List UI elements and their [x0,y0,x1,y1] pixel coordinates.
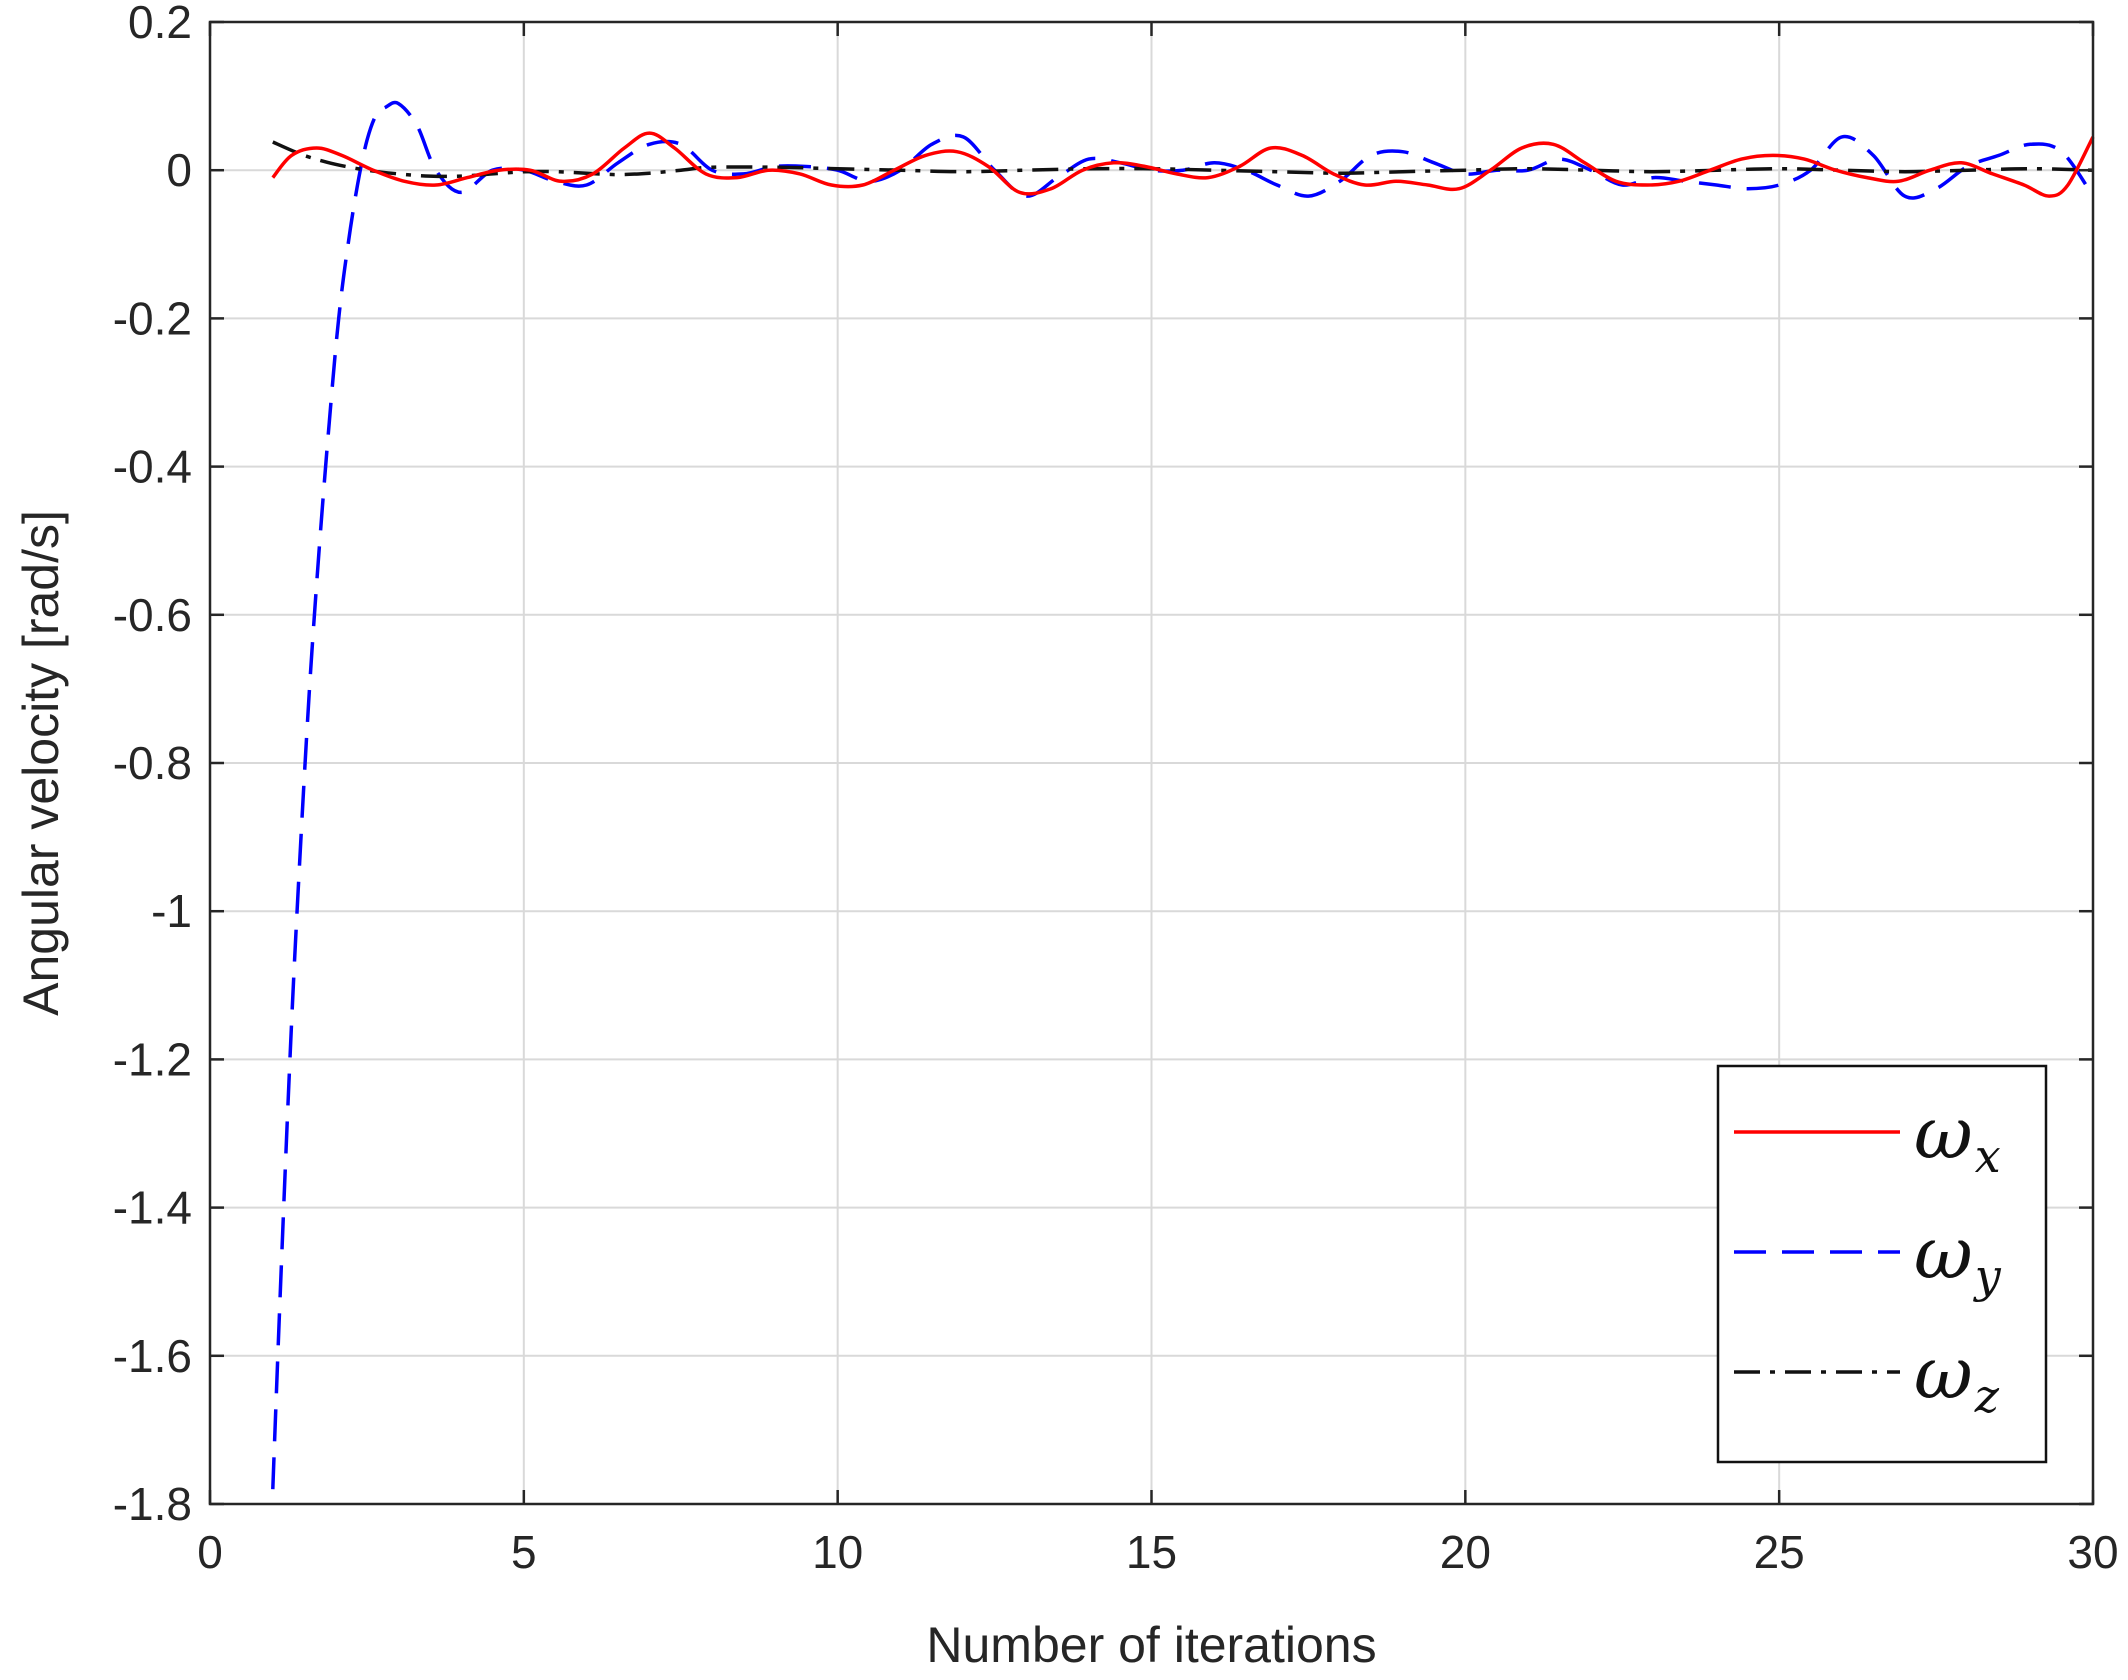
x-tick-label: 5 [511,1526,537,1578]
legend-symbol: ω [1914,1091,1973,1175]
x-tick-label: 10 [812,1526,863,1578]
series-line-y [271,100,2095,1490]
legend-label-z: ωz [1914,1331,2000,1423]
legend-symbol: ω [1914,1331,1973,1415]
x-tick-label: 0 [197,1526,223,1578]
x-tick-label: 25 [1754,1526,1805,1578]
series-line-z [272,140,2094,179]
grid [210,22,2093,1504]
y-tick-label: -1.8 [113,1478,192,1530]
legend-subscript: y [1973,1249,2002,1303]
y-tick-label: -0.4 [113,441,192,493]
axis-ticks: 0 5 10 15 20 25 30 0.2 0 -0.2 -0.4 -0.6 -0.8 -1 -1.2 -1… [113,0,2119,1578]
y-tick-label: -1 [151,885,192,937]
x-axis-label: Number of iterations [926,1617,1376,1673]
x-tick-label: 30 [2067,1526,2118,1578]
y-tick-label: -0.6 [113,589,192,641]
legend-subscript: z [1974,1369,2000,1423]
y-tick-label: 0 [166,144,192,196]
series-line-x [271,131,2095,198]
y-axis-label: Angular velocity [rad/s] [13,510,69,1016]
legend-label-x: ωx [1914,1091,2001,1183]
x-tick-label: 20 [1440,1526,1491,1578]
plot-series [271,100,2095,1490]
legend-subscript: x [1975,1129,2001,1183]
x-tick-label: 15 [1126,1526,1177,1578]
y-tick-label: -1.6 [113,1330,192,1382]
legend-symbol: ω [1914,1211,1973,1295]
y-tick-label: -0.8 [113,737,192,789]
legend-label-y: ωy [1914,1211,2002,1303]
y-tick-label: 0.2 [128,0,192,48]
y-tick-label: -1.2 [113,1033,192,1085]
y-tick-label: -0.2 [113,292,192,344]
y-tick-label: -1.4 [113,1182,192,1234]
